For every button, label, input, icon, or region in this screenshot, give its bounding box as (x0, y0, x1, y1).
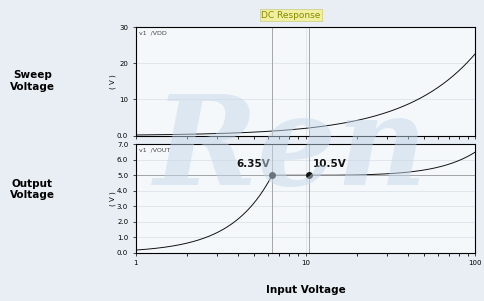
Text: Sweep
Voltage: Sweep Voltage (10, 70, 55, 92)
Y-axis label: ( V ): ( V ) (109, 191, 115, 206)
Text: Output
Voltage: Output Voltage (10, 179, 55, 200)
Text: 6.35V: 6.35V (236, 159, 270, 169)
Y-axis label: ( V ): ( V ) (109, 74, 115, 89)
Text: Ren: Ren (153, 90, 427, 211)
Text: v1  /VOUT: v1 /VOUT (139, 147, 170, 153)
Text: v1  /VDD: v1 /VDD (139, 30, 166, 35)
Text: DC Response: DC Response (261, 11, 320, 20)
Text: Input Voltage: Input Voltage (265, 285, 345, 295)
Text: 10.5V: 10.5V (312, 159, 346, 169)
